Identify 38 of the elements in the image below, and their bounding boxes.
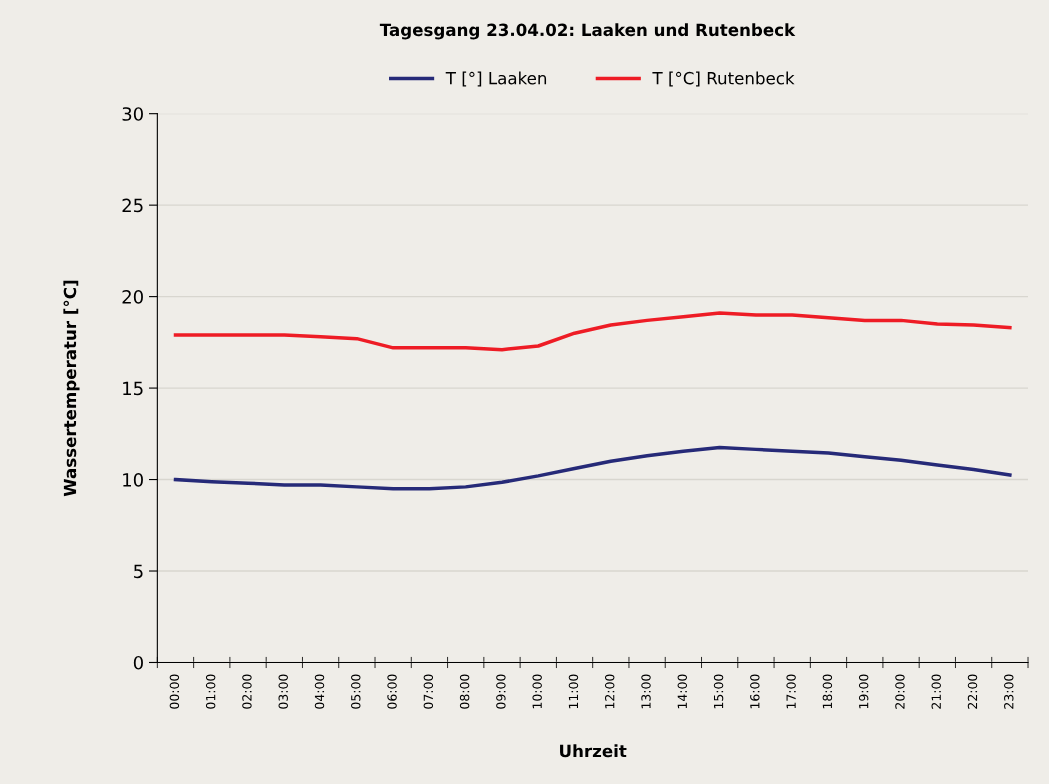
x-tick-label: 23:00	[1004, 674, 1014, 709]
y-tick-label: 0	[133, 655, 143, 670]
x-tick-label: 17:00	[786, 674, 796, 709]
x-tick-label: 15:00	[713, 674, 724, 709]
x-tick-label: 06:00	[387, 674, 397, 709]
x-tick-label: 04:00	[314, 674, 325, 709]
x-tick-label: 22:00	[967, 674, 978, 709]
x-tick-label: 02:00	[242, 674, 252, 709]
line-series	[173, 445, 1012, 491]
x-tick-label: 07:00	[423, 674, 434, 709]
y-tick-label: 15	[123, 381, 143, 396]
x-tick-label: 11:00	[568, 674, 579, 709]
y-tick-label: 20	[122, 290, 143, 304]
y-axis-title: Wassertemperatur [°C]	[63, 280, 80, 497]
chart-title: Tagesgang 23.04.02: Laaken und Rutenbeck	[379, 23, 796, 40]
x-tick-label: 16:00	[750, 674, 760, 709]
x-tick-label: 18:00	[822, 674, 833, 709]
line-series	[173, 311, 1012, 352]
legend-label: T [°C] Rutenbeck	[652, 71, 795, 87]
y-tick-label: 25	[122, 198, 143, 213]
x-tick-label: 13:00	[641, 674, 651, 709]
legend-label: T [°] Laaken	[445, 71, 547, 87]
x-tick-label: 20:00	[895, 674, 905, 709]
y-tick-label: 30	[122, 107, 143, 121]
x-tick-label: 05:00	[351, 674, 361, 709]
y-tick-label: 10	[123, 473, 143, 487]
x-tick-label: 10:00	[532, 674, 542, 709]
x-tick-label: 21:00	[931, 674, 941, 709]
x-tick-label: 19:00	[858, 674, 869, 709]
x-axis-title: Uhrzeit	[560, 744, 627, 758]
x-tick-label: 14:00	[677, 674, 688, 709]
x-tick-label: 12:00	[605, 674, 615, 709]
y-tick-label: 5	[134, 564, 143, 579]
x-tick-label: 08:00	[459, 674, 470, 709]
x-tick-label: 03:00	[278, 674, 288, 709]
x-tick-label: 09:00	[496, 674, 506, 709]
x-tick-label: 00:00	[169, 674, 180, 709]
x-tick-label: 01:00	[205, 674, 216, 709]
